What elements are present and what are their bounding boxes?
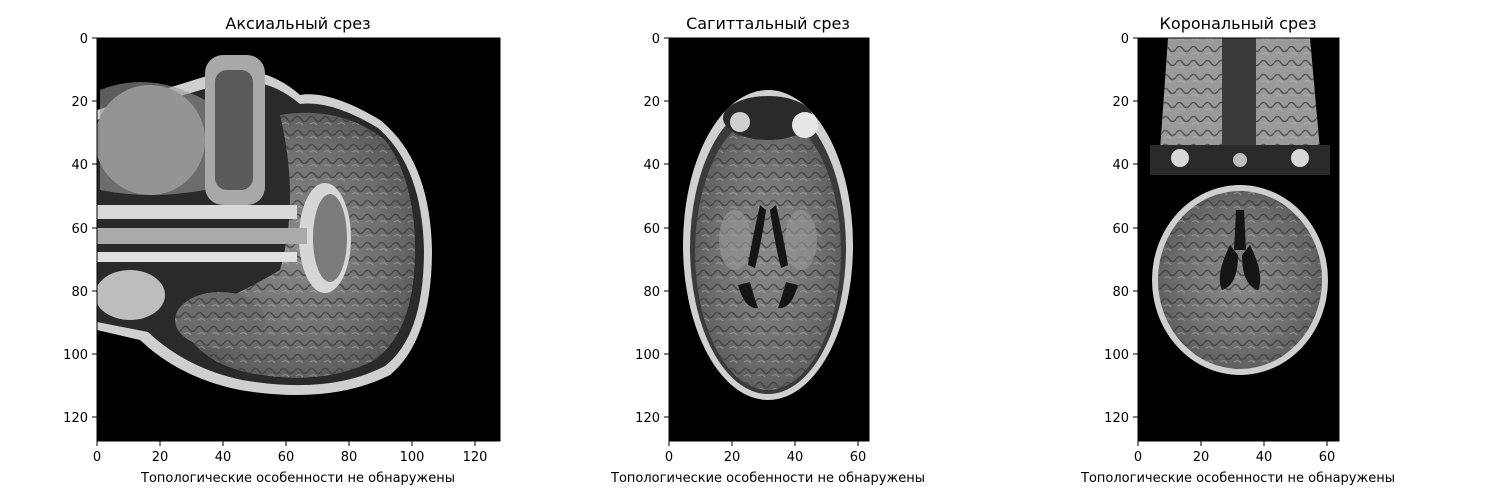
y-tick-label: 120 bbox=[63, 411, 88, 426]
y-tick-label: 100 bbox=[63, 348, 88, 363]
mri-image-sagittal bbox=[669, 38, 869, 441]
x-tick-label: 0 bbox=[1134, 450, 1142, 465]
x-tick-label: 60 bbox=[278, 450, 295, 465]
mri-image-axial bbox=[97, 38, 500, 441]
x-tick-label: 20 bbox=[724, 450, 741, 465]
x-tick-label: 20 bbox=[152, 450, 169, 465]
y-tick-label: 0 bbox=[1121, 32, 1129, 47]
x-axis-label: Топологические особенности не обнаружены bbox=[610, 471, 925, 486]
x-tick-label: 60 bbox=[850, 450, 867, 465]
x-tick-label: 0 bbox=[93, 450, 101, 465]
x-tick-label: 40 bbox=[215, 450, 232, 465]
y-tick-label: 60 bbox=[643, 222, 660, 237]
y-tick-label: 100 bbox=[1104, 348, 1129, 363]
y-axis-coronal: 0 20 40 60 80 100 120 bbox=[1104, 32, 1138, 426]
y-tick-label: 60 bbox=[1112, 222, 1129, 237]
y-tick-label: 80 bbox=[1112, 285, 1129, 300]
y-tick-label: 20 bbox=[71, 95, 88, 110]
y-tick-label: 40 bbox=[1112, 158, 1129, 173]
y-tick-label: 80 bbox=[643, 285, 660, 300]
y-tick-label: 100 bbox=[635, 348, 660, 363]
y-tick-label: 0 bbox=[80, 32, 88, 47]
panel-sagittal: Сагиттальный срез bbox=[610, 14, 925, 486]
y-tick-label: 20 bbox=[643, 95, 660, 110]
y-tick-label: 20 bbox=[1112, 95, 1129, 110]
y-tick-label: 0 bbox=[652, 32, 660, 47]
panel-coronal: Корональный срез bbox=[1080, 14, 1395, 486]
mri-image-coronal bbox=[1138, 38, 1339, 441]
panel-title: Корональный срез bbox=[1160, 14, 1317, 33]
x-tick-label: 100 bbox=[400, 450, 425, 465]
x-tick-label: 40 bbox=[787, 450, 804, 465]
panel-axial: Аксиальный срез bbox=[63, 14, 501, 486]
x-axis-label: Топологические особенности не обнаружены bbox=[1080, 471, 1395, 486]
y-tick-label: 80 bbox=[71, 285, 88, 300]
x-tick-label: 60 bbox=[1319, 450, 1336, 465]
y-tick-label: 60 bbox=[71, 222, 88, 237]
x-axis-axial: 0 20 40 60 80 100 120 bbox=[93, 441, 488, 465]
panel-title: Аксиальный срез bbox=[225, 14, 370, 33]
x-axis-coronal: 0 20 40 60 bbox=[1134, 441, 1335, 465]
x-tick-label: 80 bbox=[341, 450, 358, 465]
y-tick-label: 120 bbox=[635, 411, 660, 426]
x-tick-label: 120 bbox=[463, 450, 488, 465]
x-axis-sagittal: 0 20 40 60 bbox=[665, 441, 866, 465]
y-axis-sagittal: 0 20 40 60 80 100 120 bbox=[635, 32, 669, 426]
x-tick-label: 0 bbox=[665, 450, 673, 465]
x-tick-label: 20 bbox=[1193, 450, 1210, 465]
y-tick-label: 40 bbox=[71, 158, 88, 173]
y-axis-axial: 0 20 40 60 80 100 120 bbox=[63, 32, 97, 426]
y-tick-label: 120 bbox=[1104, 411, 1129, 426]
y-tick-label: 40 bbox=[643, 158, 660, 173]
panel-title: Сагиттальный срез bbox=[686, 14, 850, 33]
x-tick-label: 40 bbox=[1256, 450, 1273, 465]
x-axis-label: Топологические особенности не обнаружены bbox=[140, 471, 455, 486]
